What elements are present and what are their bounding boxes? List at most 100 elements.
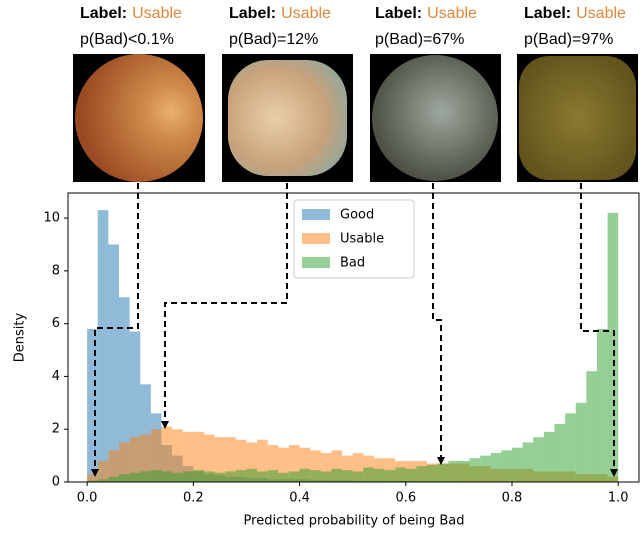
panel-label: Label: Usable (80, 5, 182, 22)
x-tick-label: 0.6 (395, 491, 416, 506)
hist-bar (352, 471, 364, 482)
hist-bar (108, 450, 119, 482)
hist-bar (512, 447, 523, 482)
hist-bar (150, 470, 162, 482)
fundus (228, 60, 347, 176)
hist-bar (320, 471, 332, 482)
hist-bar (225, 471, 236, 482)
pointer (432, 183, 442, 458)
arrowheads (91, 421, 618, 477)
hist-bar (118, 297, 130, 482)
hist-bar (543, 431, 555, 482)
hist-bar (416, 466, 428, 482)
hist-bar (469, 458, 481, 482)
panel-label: Label: Usable (229, 5, 331, 22)
hist-bar (225, 437, 236, 482)
arrowhead (437, 457, 445, 465)
hist-bar (533, 437, 544, 482)
hist-bar (607, 212, 619, 482)
hist-bar (267, 445, 279, 482)
y-tick-label: 4 (52, 369, 60, 384)
hist-bar (87, 480, 98, 482)
hist-bar (373, 468, 385, 482)
hist-bar (108, 476, 119, 482)
hist-bar (565, 413, 576, 482)
panel-probability: p(Bad)=67% (375, 31, 464, 48)
hist-bar (575, 402, 587, 482)
arrowhead (161, 421, 169, 429)
hist-bar (129, 472, 141, 482)
hist-bar (140, 384, 151, 482)
hist-bar (522, 442, 534, 482)
y-axis-label: Density (13, 312, 28, 362)
legend-swatch (302, 233, 330, 244)
hist-bar (352, 452, 364, 482)
y-tick-label: 10 (43, 211, 60, 226)
hist-bar (310, 470, 321, 482)
hist-bar (288, 445, 300, 482)
hist-bar (129, 331, 141, 482)
fundus (519, 56, 636, 180)
hist-bar (193, 470, 204, 482)
x-tick-label: 1.0 (608, 491, 629, 506)
panel-probability: p(Bad)=12% (229, 31, 318, 48)
legend-label: Usable (340, 232, 384, 247)
hist-bar (97, 479, 109, 482)
hist-bar (437, 463, 449, 482)
legend-swatch (302, 257, 330, 268)
label-prefix: Label: (375, 5, 422, 22)
hist-bar (118, 442, 130, 482)
hist-bar (448, 460, 459, 482)
hist-bar (310, 450, 321, 482)
fundus (75, 54, 203, 182)
hist-bar (554, 423, 566, 482)
hist-bar (267, 470, 279, 482)
hist-bar (235, 470, 247, 482)
arrowhead (91, 469, 99, 477)
hist-bar (395, 467, 406, 482)
hist-bar (182, 431, 194, 482)
plot: 0 2 4 6 8 10 0.0 0.2 0.4 0.6 0.8 1.0 Predicted proba… (13, 192, 640, 529)
hist-bar (129, 437, 141, 482)
hist-bar (118, 474, 130, 482)
hist-bar (161, 426, 173, 482)
hist-bar (214, 437, 226, 482)
legend-label: Bad (340, 256, 365, 271)
y-tick-label: 2 (52, 422, 60, 437)
hist-bar (182, 471, 194, 482)
label-prefix: Label: (524, 5, 571, 22)
hist-bar (490, 452, 502, 482)
x-tick-label: 0.0 (77, 491, 98, 506)
hist-bar (320, 452, 332, 482)
pointers (94, 183, 615, 470)
hist-bar (278, 472, 289, 482)
label-value: Usable (132, 5, 182, 22)
y-tick-label: 6 (52, 316, 60, 331)
hist-bar (501, 450, 513, 482)
hist-bar (97, 460, 109, 482)
hist-bar (331, 450, 343, 482)
hist-bar (172, 429, 183, 482)
hist-bar (235, 439, 247, 482)
label-value: Usable (576, 5, 626, 22)
legend-label: Good (340, 208, 374, 223)
hist-bar (87, 328, 98, 482)
hist-bar (299, 447, 311, 482)
hist-bar (108, 244, 119, 482)
hist-bar (203, 434, 215, 482)
hist-bar (278, 447, 289, 482)
hist-bar (480, 455, 491, 482)
hist-bar (246, 442, 258, 482)
hist-bar (342, 455, 353, 482)
hist-bar (172, 472, 183, 482)
fundus (372, 55, 498, 181)
hist-bar (140, 471, 151, 482)
panel-probability: p(Bad)=97% (524, 31, 613, 48)
hist-bar (257, 439, 268, 482)
panel-probability: p(Bad)<0.1% (80, 31, 174, 48)
panel-label: Label: Usable (375, 5, 477, 22)
label-value: Usable (281, 5, 331, 22)
panel-label: Label: Usable (524, 5, 626, 22)
y-tick-label: 8 (52, 263, 60, 278)
